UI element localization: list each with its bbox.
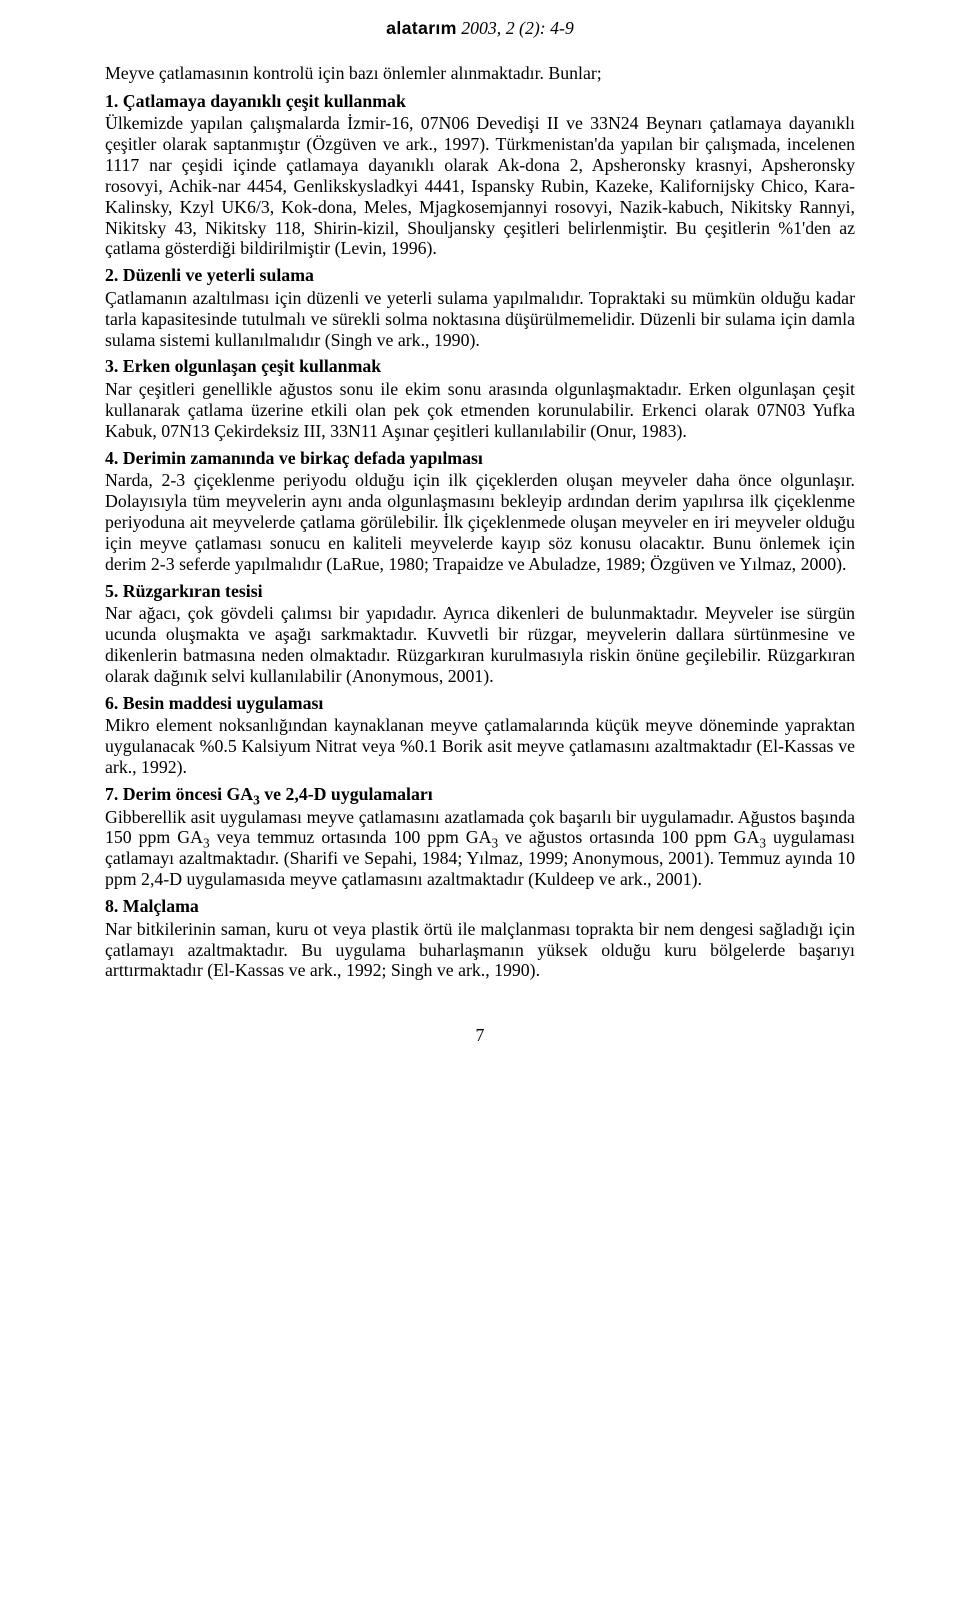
journal-issue: 2003, 2 (2): 4-9 bbox=[461, 18, 574, 38]
section-7-body: Gibberellik asit uygulaması meyve çatlam… bbox=[105, 807, 855, 890]
section-2-body: Çatlamanın azaltılması için düzenli ve y… bbox=[105, 288, 855, 350]
section-8-body: Nar bitkilerinin saman, kuru ot veya pla… bbox=[105, 919, 855, 981]
section-3-title: 3. Erken olgunlaşan çeşit kullanmak bbox=[105, 356, 855, 377]
section-1-title: 1. Çatlamaya dayanıklı çeşit kullanmak bbox=[105, 91, 855, 112]
section-7-title: 7. Derim öncesi GA3 ve 2,4-D uygulamalar… bbox=[105, 784, 855, 805]
journal-header: alatarım 2003, 2 (2): 4-9 bbox=[105, 18, 855, 39]
section-5-title: 5. Rüzgarkıran tesisi bbox=[105, 581, 855, 602]
section-6-title: 6. Besin maddesi uygulaması bbox=[105, 693, 855, 714]
section-8-title: 8. Malçlama bbox=[105, 896, 855, 917]
section-6-body: Mikro element noksanlığından kaynaklanan… bbox=[105, 715, 855, 777]
page: alatarım 2003, 2 (2): 4-9 Meyve çatlamas… bbox=[0, 0, 960, 1600]
page-number: 7 bbox=[105, 1025, 855, 1046]
section-5-body: Nar ağacı, çok gövdeli çalımsı bir yapıd… bbox=[105, 603, 855, 686]
section-3-body: Nar çeşitleri genellikle ağustos sonu il… bbox=[105, 379, 855, 441]
journal-name: alatarım bbox=[386, 18, 457, 38]
section-4-body: Narda, 2-3 çiçeklenme periyodu olduğu iç… bbox=[105, 470, 855, 574]
section-4-title: 4. Derimin zamanında ve birkaç defada ya… bbox=[105, 448, 855, 469]
section-2-title: 2. Düzenli ve yeterli sulama bbox=[105, 265, 855, 286]
intro-paragraph: Meyve çatlamasının kontrolü için bazı ön… bbox=[105, 63, 855, 84]
section-1-body: Ülkemizde yapılan çalışmalarda İzmir-16,… bbox=[105, 113, 855, 259]
